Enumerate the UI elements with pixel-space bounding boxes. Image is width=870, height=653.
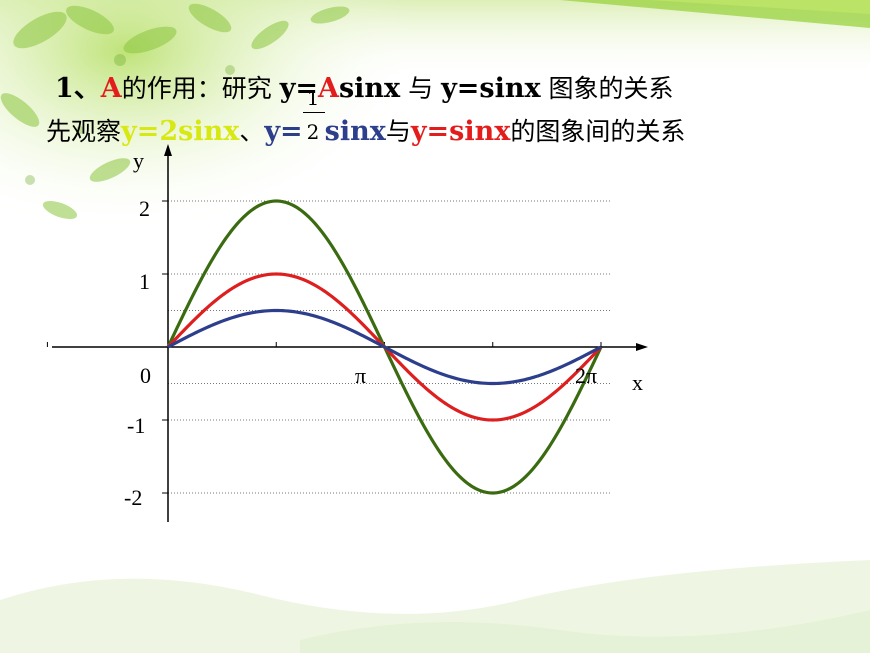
fraction-denominator: 2 — [306, 120, 320, 144]
eq-sinx: y=sinx — [441, 73, 541, 104]
y-tick-label: -1 — [127, 413, 145, 438]
subtitle-sep: 、 — [239, 117, 265, 146]
title-cn-3: 图象的关系 — [540, 74, 674, 103]
y-tick-label: -2 — [124, 485, 142, 510]
y-tick-label: 1 — [139, 269, 150, 294]
eq-sinx-red: y=sinx — [410, 116, 511, 147]
tick-labels: 2 1 -1 -2 0 π 2π x y — [124, 148, 643, 510]
x-axis-arrow — [636, 343, 648, 351]
eq-a-prefix: y= — [279, 73, 319, 104]
title-cn-1: 的作用：研究 — [121, 74, 280, 103]
eq-a-letter: A — [318, 73, 339, 104]
eq-a-suffix: sinx — [338, 73, 401, 104]
title-cn-2: 与 — [400, 74, 442, 103]
curves — [166, 199, 603, 495]
eq-2sinx: y=2sinx — [121, 116, 240, 147]
subtitle-cn-3: 的图象间的关系 — [510, 117, 686, 146]
axes — [46, 144, 648, 522]
title-a: A — [100, 73, 122, 104]
series-line — [167, 308, 602, 386]
x-tick-label: 2π — [575, 363, 597, 388]
title-prefix: 1、 — [55, 73, 101, 104]
title-line-2: 先观察y=2sinx、y= 1 2 sinx与y=sinx的图象间的关系 — [46, 86, 686, 148]
subtitle-cn-2: 与 — [385, 117, 411, 146]
y-axis-label: y — [133, 148, 144, 173]
eq-half-suffix: sinx — [324, 116, 386, 147]
subtitle-cn-1: 先观察 — [46, 117, 122, 146]
x-tick-label: 0 — [140, 363, 151, 388]
x-tick-label: π — [355, 363, 366, 388]
eq-half-prefix: y= — [264, 116, 303, 147]
fraction-bar — [302, 112, 325, 113]
title-line-1: 1、A的作用：研究 y=Asinx 与 y=sinx 图象的关系 — [55, 66, 674, 105]
fraction-numerator: 1 — [306, 86, 320, 110]
y-tick-label: 2 — [139, 196, 150, 221]
y-axis-arrow — [164, 144, 172, 156]
x-axis-label: x — [632, 370, 643, 395]
